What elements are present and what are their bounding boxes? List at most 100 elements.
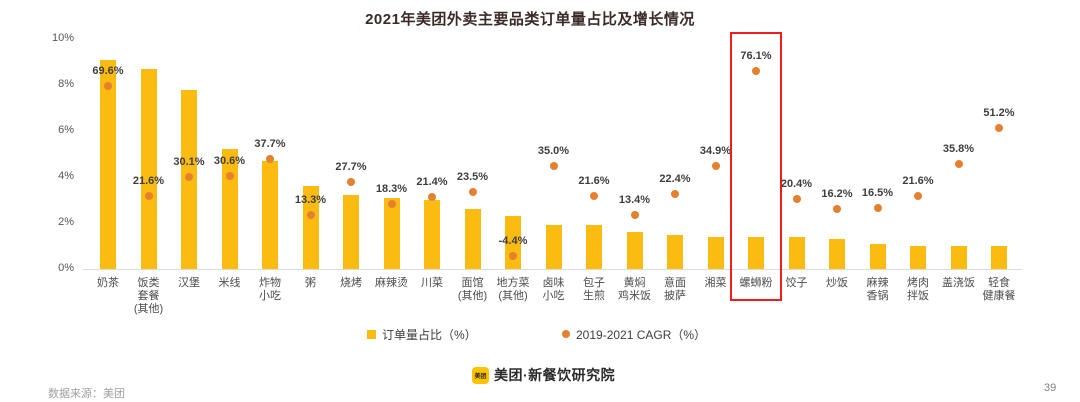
- cagr-dot: [549, 161, 558, 170]
- cagr-value-label: 18.3%: [375, 182, 408, 195]
- cagr-dot: [671, 190, 679, 199]
- category-label: 螺蛳粉: [739, 277, 773, 289]
- category-label: 黄焖 鸡米饭: [618, 277, 651, 302]
- cagr-dot: [387, 199, 396, 208]
- cagr-dot: [752, 66, 760, 75]
- cagr-dot: [995, 124, 1003, 133]
- y-axis-tick: 10%: [51, 32, 74, 44]
- category-label: 烧烤: [340, 277, 362, 289]
- order-share-bar: [748, 236, 764, 269]
- category-label: 地方菜 (其他): [496, 277, 530, 302]
- order-share-bar: [424, 200, 440, 269]
- legend-bar-label: 订单量占比（%）: [382, 327, 477, 342]
- legend-item-cagr: 2019-2021 CAGR（%）: [562, 327, 707, 342]
- category-label: 卤味 小吃: [542, 277, 565, 302]
- cagr-value-label: 21.6%: [578, 175, 610, 188]
- cagr-value-label: 13.3%: [294, 194, 327, 207]
- category-label: 面馆 (其他): [457, 277, 488, 302]
- legend-bar-swatch: [367, 329, 376, 339]
- y-axis-tick: 6%: [58, 124, 74, 136]
- order-share-bar: [221, 149, 238, 269]
- order-share-bar: [910, 246, 926, 269]
- legend-dot-swatch: [562, 330, 570, 338]
- cagr-value-label: 27.7%: [335, 161, 367, 174]
- cagr-dot: [954, 159, 963, 168]
- data-source-note: 数据来源：美团: [48, 388, 125, 400]
- chart-title: 2021年美团外卖主要品类订单量占比及增长情况: [365, 11, 695, 28]
- cagr-dot: [873, 204, 882, 213]
- cagr-dot: [104, 81, 112, 90]
- cagr-dot: [468, 187, 477, 196]
- category-label: 奶茶: [97, 277, 119, 289]
- order-share-bar: [950, 246, 967, 269]
- category-label: 麻辣 香锅: [866, 277, 889, 302]
- category-label: 包子 生煎: [583, 277, 605, 302]
- order-share-bar: [100, 59, 116, 269]
- cagr-value-label: 23.5%: [456, 170, 489, 183]
- cagr-dot: [428, 192, 436, 201]
- order-share-bar: [343, 195, 359, 269]
- cagr-value-label: 37.7%: [254, 138, 286, 151]
- category-label: 烤肉 拌饭: [907, 277, 929, 302]
- cagr-value-label: 69.6%: [92, 64, 124, 77]
- x-axis-line: [83, 269, 1022, 270]
- order-share-bar: [464, 209, 481, 269]
- category-label: 川菜: [421, 277, 443, 289]
- cagr-dot: [144, 192, 153, 201]
- cagr-value-label: 34.9%: [699, 144, 732, 157]
- order-share-bar: [829, 239, 845, 269]
- cagr-value-label: 13.4%: [618, 194, 651, 207]
- order-share-bar: [788, 236, 805, 269]
- order-share-bar: [302, 186, 319, 269]
- cagr-value-label: 22.4%: [659, 173, 691, 186]
- cagr-dot: [225, 171, 234, 180]
- cagr-value-label: -4.4%: [498, 235, 528, 248]
- category-label: 炸物 小吃: [259, 277, 281, 302]
- meituan-logo-icon: 美团: [472, 366, 489, 384]
- cagr-value-label: 30.6%: [213, 154, 246, 167]
- brand-name: 美团·新餐饮研究院: [494, 367, 616, 383]
- category-label: 米线: [218, 277, 241, 289]
- legend-dot-label: 2019-2021 CAGR（%）: [576, 327, 707, 342]
- legend-item-order-share: 订单量占比（%）: [367, 327, 477, 342]
- cagr-value-label: 20.4%: [780, 178, 813, 191]
- order-share-bar: [545, 225, 562, 269]
- page-number: 39: [1044, 382, 1057, 394]
- category-label: 汉堡: [178, 277, 200, 289]
- category-label: 饺子: [785, 277, 808, 289]
- brand-footer: 美团 美团·新餐饮研究院: [472, 365, 615, 385]
- y-axis-tick: 8%: [58, 78, 74, 90]
- order-share-bar: [667, 234, 683, 269]
- cagr-value-label: 51.2%: [983, 107, 1015, 120]
- category-label: 饭类 套餐 (其他): [133, 277, 164, 315]
- category-label: 盖浇饭: [942, 277, 975, 289]
- cagr-dot: [266, 155, 274, 164]
- order-share-bar: [383, 197, 400, 269]
- category-label: 意面 披萨: [664, 277, 686, 302]
- cagr-dot: [833, 204, 841, 213]
- cagr-dot: [590, 192, 598, 201]
- cagr-value-label: 21.6%: [902, 175, 934, 188]
- order-share-bar: [707, 236, 724, 269]
- order-share-bar: [140, 68, 157, 269]
- cagr-value-label: 35.0%: [537, 144, 570, 157]
- cagr-dot: [509, 252, 517, 261]
- y-axis-tick: 2%: [58, 216, 74, 228]
- order-share-bar: [626, 232, 643, 269]
- cagr-dot: [914, 192, 922, 201]
- cagr-value-label: 35.8%: [942, 142, 975, 155]
- y-axis-tick: 0%: [58, 262, 74, 274]
- cagr-value-label: 16.5%: [861, 187, 894, 200]
- category-label: 轻食 健康餐: [982, 277, 1016, 302]
- category-label: 粥: [305, 277, 316, 289]
- highlight-box: [730, 32, 782, 301]
- y-axis-tick: 4%: [58, 170, 74, 182]
- cagr-value-label: 16.2%: [821, 187, 853, 200]
- cagr-value-label: 30.1%: [173, 155, 205, 168]
- cagr-dot: [630, 211, 639, 220]
- cagr-value-label: 76.1%: [740, 49, 772, 62]
- cagr-dot: [711, 161, 720, 170]
- category-label: 炒饭: [826, 277, 848, 289]
- order-share-bar: [991, 246, 1007, 269]
